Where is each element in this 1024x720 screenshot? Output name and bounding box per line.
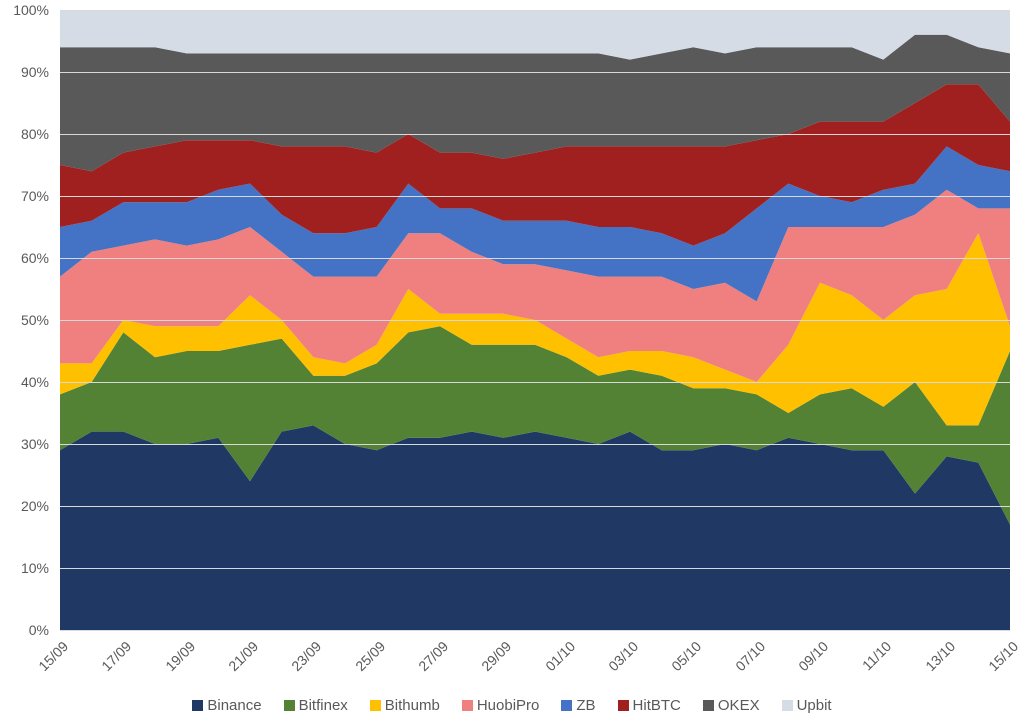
legend-item-hitbtc: HitBTC xyxy=(618,697,681,714)
x-tick-label: 09/10 xyxy=(795,638,831,674)
gridline xyxy=(60,196,1010,197)
stacked-area-chart: 0% 10% 20% 30% 40% 50% 60% 70% 80% 90% 100% 15/09 1… xyxy=(0,0,1024,720)
y-tick-label: 30% xyxy=(21,436,49,452)
gridline xyxy=(60,568,1010,569)
x-tick-label: 27/09 xyxy=(415,638,451,674)
legend-label: HitBTC xyxy=(633,697,681,714)
y-tick-label: 100% xyxy=(13,2,49,18)
legend-swatch xyxy=(782,700,793,711)
gridline xyxy=(60,320,1010,321)
x-tick-label: 13/10 xyxy=(922,638,958,674)
y-tick-label: 20% xyxy=(21,498,49,514)
y-tick-label: 60% xyxy=(21,250,49,266)
x-tick-label: 21/09 xyxy=(225,638,261,674)
legend-swatch xyxy=(703,700,714,711)
legend-item-upbit: Upbit xyxy=(782,697,832,714)
legend-label: Bithumb xyxy=(385,697,440,714)
gridline xyxy=(60,72,1010,73)
area-binance xyxy=(60,425,1010,630)
y-tick-label: 10% xyxy=(21,560,49,576)
gridline xyxy=(60,382,1010,383)
legend-label: ZB xyxy=(576,697,595,714)
gridline xyxy=(60,10,1010,11)
legend-label: OKEX xyxy=(718,697,760,714)
legend: Binance Bitfinex Bithumb HuobiPro ZB HitBTC OK… xyxy=(0,697,1024,714)
y-axis: 0%10%20%30%40%50%60%70%80%90%100% xyxy=(0,10,55,630)
legend-label: Upbit xyxy=(797,697,832,714)
x-tick-label: 07/10 xyxy=(732,638,768,674)
x-tick-label: 23/09 xyxy=(289,638,325,674)
legend-label: Bitfinex xyxy=(299,697,348,714)
y-tick-label: 90% xyxy=(21,64,49,80)
x-tick-label: 19/09 xyxy=(162,638,198,674)
x-tick-label: 15/10 xyxy=(985,638,1021,674)
x-tick-label: 11/10 xyxy=(859,638,894,673)
y-tick-label: 80% xyxy=(21,126,49,142)
gridline xyxy=(60,630,1010,631)
gridline xyxy=(60,134,1010,135)
x-tick-label: 17/09 xyxy=(99,638,135,674)
legend-label: HuobiPro xyxy=(477,697,540,714)
legend-item-huobipro: HuobiPro xyxy=(462,697,540,714)
area-upbit xyxy=(60,10,1010,60)
x-tick-label: 01/10 xyxy=(542,638,578,674)
x-axis: 15/0917/0919/0921/0923/0925/0927/0929/09… xyxy=(60,632,1010,682)
legend-item-binance: Binance xyxy=(192,697,261,714)
legend-item-bithumb: Bithumb xyxy=(370,697,440,714)
legend-swatch xyxy=(284,700,295,711)
legend-swatch xyxy=(192,700,203,711)
x-tick-label: 25/09 xyxy=(352,638,388,674)
legend-swatch xyxy=(618,700,629,711)
plot-area xyxy=(60,10,1010,630)
y-tick-label: 50% xyxy=(21,312,49,328)
legend-swatch xyxy=(370,700,381,711)
legend-item-okex: OKEX xyxy=(703,697,760,714)
x-tick-label: 05/10 xyxy=(669,638,705,674)
legend-swatch xyxy=(561,700,572,711)
gridline xyxy=(60,444,1010,445)
gridline xyxy=(60,258,1010,259)
x-tick-label: 03/10 xyxy=(605,638,641,674)
x-tick-label: 29/09 xyxy=(479,638,515,674)
gridline xyxy=(60,506,1010,507)
y-tick-label: 70% xyxy=(21,188,49,204)
legend-item-bitfinex: Bitfinex xyxy=(284,697,348,714)
legend-item-zb: ZB xyxy=(561,697,595,714)
legend-swatch xyxy=(462,700,473,711)
x-tick-label: 15/09 xyxy=(35,638,71,674)
y-tick-label: 40% xyxy=(21,374,49,390)
legend-label: Binance xyxy=(207,697,261,714)
y-tick-label: 0% xyxy=(29,622,49,638)
